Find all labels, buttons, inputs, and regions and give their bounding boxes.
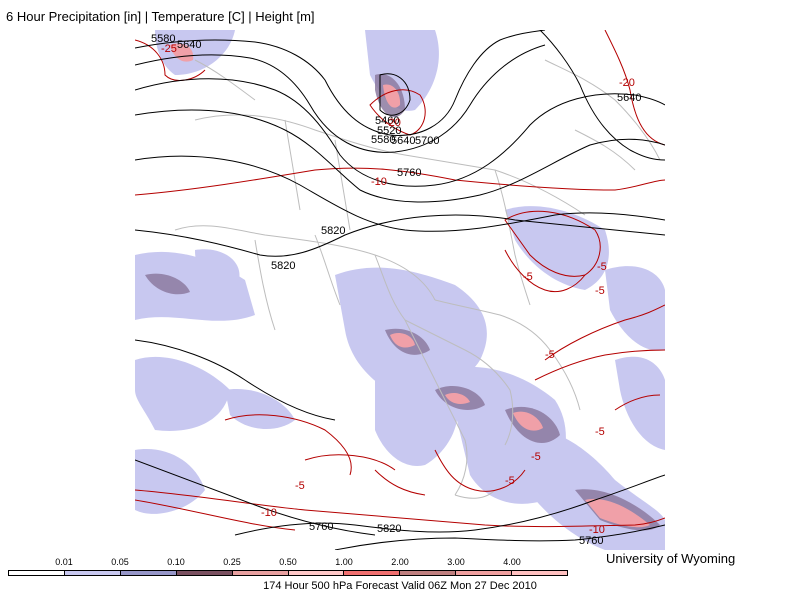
height-label: 5580 xyxy=(151,33,175,45)
height-label: 5820 xyxy=(321,225,345,237)
legend-tick: 1.00 xyxy=(335,557,353,567)
legend-swatch xyxy=(456,571,513,575)
legend-swatch xyxy=(232,571,289,575)
height-label: 5760 xyxy=(579,535,603,547)
legend-swatch xyxy=(512,571,568,575)
legend-swatch xyxy=(344,571,401,575)
temperature-label: -5 xyxy=(545,349,555,361)
forecast-caption: 174 Hour 500 hPa Forecast Valid 06Z Mon … xyxy=(263,580,537,592)
height-label: 5460 xyxy=(375,115,399,127)
temperature-label: -5 xyxy=(595,285,605,297)
legend-tick: 0.01 xyxy=(55,557,73,567)
legend-swatch xyxy=(288,571,345,575)
legend-swatch xyxy=(176,571,233,575)
temperature-labels: -25 -20 -20 -10 -5 -5 -5 -5 -5 -5 -5 -5 … xyxy=(161,43,635,536)
temperature-label: -5 xyxy=(595,426,605,438)
height-label: 5640 xyxy=(391,135,415,147)
temperature-label: -10 xyxy=(589,524,605,536)
height-label: 5580 xyxy=(371,134,395,146)
forecast-map: 5580 5640 5640 5460 5520 5580 5640 5700 … xyxy=(135,30,665,550)
legend-tick: 0.05 xyxy=(111,557,129,567)
temperature-label: -25 xyxy=(161,43,177,55)
legend-tick: 0.50 xyxy=(279,557,297,567)
legend-swatch xyxy=(9,571,65,575)
height-label: 5760 xyxy=(309,521,333,533)
temperature-label: -5 xyxy=(597,261,607,273)
legend-tick: 3.00 xyxy=(447,557,465,567)
temperature-label: -10 xyxy=(371,176,387,188)
legend-swatch xyxy=(64,571,121,575)
height-label: 5520 xyxy=(377,125,401,137)
height-contours xyxy=(135,30,665,550)
chart-title: 6 Hour Precipitation [in] | Temperature … xyxy=(6,9,315,24)
legend-colorbar xyxy=(8,570,568,576)
legend-swatch xyxy=(120,571,177,575)
temperature-contours xyxy=(135,30,665,531)
height-label: 5640 xyxy=(177,39,201,51)
legend-tick: 0.10 xyxy=(167,557,185,567)
height-label: 5760 xyxy=(397,167,421,179)
temperature-label: -10 xyxy=(261,507,277,519)
credit-label: University of Wyoming xyxy=(606,551,736,566)
height-label: 5700 xyxy=(415,135,439,147)
legend-swatch xyxy=(400,571,457,575)
country-borders xyxy=(174,59,661,499)
temperature-label: -5 xyxy=(523,271,533,283)
legend-tick: 4.00 xyxy=(503,557,521,567)
legend-tick: 2.00 xyxy=(391,557,409,567)
temperature-label: -5 xyxy=(505,475,515,487)
height-label: 5640 xyxy=(617,92,641,104)
temperature-label: -20 xyxy=(619,77,635,89)
precip-heavy-areas xyxy=(170,43,650,528)
height-label: 5820 xyxy=(271,260,295,272)
height-label: 5820 xyxy=(377,523,401,535)
legend-tick: 0.25 xyxy=(223,557,241,567)
temperature-label: -20 xyxy=(385,117,401,129)
temperature-label: -5 xyxy=(295,480,305,492)
temperature-label: -5 xyxy=(531,451,541,463)
height-labels: 5580 5640 5640 5460 5520 5580 5640 5700 … xyxy=(151,33,641,547)
